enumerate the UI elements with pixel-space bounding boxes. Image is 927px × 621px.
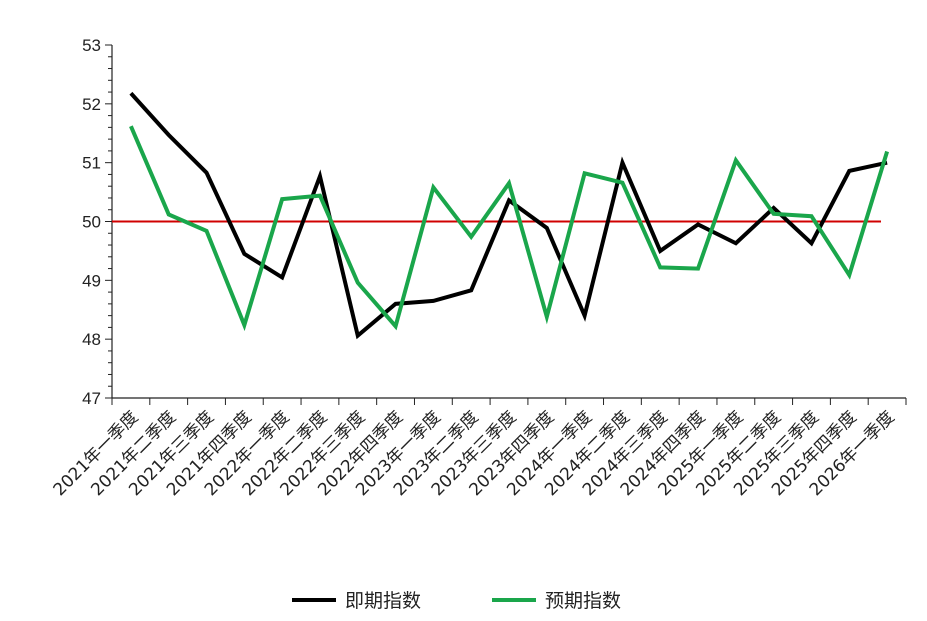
y-tick-label: 53 — [82, 36, 101, 55]
legend: 即期指数 预期指数 — [292, 590, 621, 612]
y-tick-label: 51 — [82, 154, 101, 173]
legend-label: 预期指数 — [545, 590, 621, 612]
y-axis: 47 48 49 50 51 52 53 — [82, 36, 113, 408]
legend-label: 即期指数 — [345, 590, 421, 612]
series-layer — [129, 91, 890, 340]
series-line-0 — [129, 91, 888, 340]
x-axis: 2021年一季度2021年二季度2021年三季度2021年四季度2022年一季度… — [50, 397, 907, 500]
y-tick-label: 48 — [82, 330, 101, 349]
y-tick-label: 47 — [82, 389, 101, 408]
y-tick-label: 52 — [82, 95, 101, 114]
series-line-1 — [129, 125, 890, 332]
y-tick-label: 49 — [82, 271, 101, 290]
y-tick-label: 50 — [82, 213, 101, 232]
